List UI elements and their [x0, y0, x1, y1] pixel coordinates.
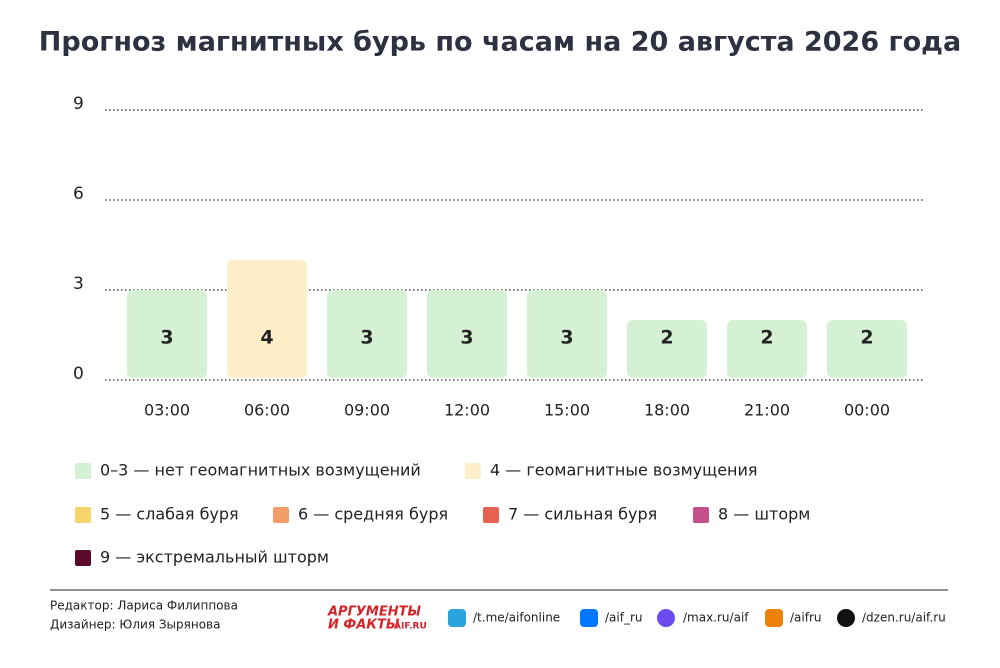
- data-label: 2: [860, 327, 873, 349]
- legend-swatch: [465, 463, 481, 479]
- legend-swatch: [75, 463, 91, 479]
- legend-label: 0–3 — нет геомагнитных возмущений: [100, 461, 421, 480]
- legend-swatch: [75, 550, 91, 566]
- x-tick-label: 09:00: [344, 401, 390, 420]
- data-label: 3: [460, 327, 473, 349]
- x-tick-label: 03:00: [144, 401, 190, 420]
- bar: [827, 320, 907, 378]
- bar: [127, 290, 207, 378]
- legend-label: 4 — геомагнитные возмущения: [490, 461, 758, 480]
- social-link[interactable]: /aif_ru: [605, 611, 643, 625]
- data-label: 3: [360, 327, 373, 349]
- data-label: 2: [760, 327, 773, 349]
- logo-line: АРГУМЕНТЫ: [327, 605, 421, 620]
- social-link[interactable]: /dzen.ru/aif.ru: [862, 611, 946, 625]
- data-label: 3: [560, 327, 573, 349]
- chart-title: Прогноз магнитных бурь по часам на 20 ав…: [39, 27, 961, 58]
- legend-label: 5 — слабая буря: [100, 505, 239, 524]
- logo-line: AIF.RU: [394, 622, 427, 632]
- legend-label: 7 — сильная буря: [508, 505, 657, 524]
- legend-swatch: [75, 507, 91, 523]
- legend-label: 8 — шторм: [718, 505, 810, 524]
- y-tick-label: 6: [73, 184, 84, 204]
- social-link[interactable]: /aifru: [790, 611, 822, 625]
- ok-icon[interactable]: [765, 609, 783, 627]
- bar: [327, 290, 407, 378]
- legend-swatch: [483, 507, 499, 523]
- x-tick-label: 21:00: [744, 401, 790, 420]
- bar: [527, 290, 607, 378]
- y-tick-label: 3: [73, 274, 84, 294]
- data-label: 3: [160, 327, 173, 349]
- social-link[interactable]: /t.me/aifonline: [473, 611, 560, 625]
- vk-icon[interactable]: [580, 609, 598, 627]
- x-tick-label: 15:00: [544, 401, 590, 420]
- x-tick-label: 00:00: [844, 401, 890, 420]
- data-label: 2: [660, 327, 673, 349]
- bar: [627, 320, 707, 378]
- legend-swatch: [273, 507, 289, 523]
- designer: Дизайнер: Юлия Зырянова: [50, 618, 220, 632]
- bar: [427, 290, 507, 378]
- editor: Редактор: Лариса Филиппова: [50, 599, 238, 613]
- max-icon[interactable]: [657, 609, 675, 627]
- legend-label: 6 — средняя буря: [298, 505, 448, 524]
- legend-label: 9 — экстремальный шторм: [100, 548, 329, 567]
- telegram-icon[interactable]: [448, 609, 466, 627]
- bar: [227, 260, 307, 378]
- y-tick-label: 9: [73, 94, 84, 114]
- x-tick-label: 06:00: [244, 401, 290, 420]
- x-tick-label: 12:00: [444, 401, 490, 420]
- dzen-icon[interactable]: [837, 609, 855, 627]
- logo-line: И ФАКТЫ: [328, 618, 400, 633]
- x-tick-label: 18:00: [644, 401, 690, 420]
- social-link[interactable]: /max.ru/aif: [683, 611, 749, 625]
- legend-swatch: [693, 507, 709, 523]
- bar: [727, 320, 807, 378]
- data-label: 4: [260, 327, 273, 349]
- y-tick-label: 0: [73, 364, 84, 384]
